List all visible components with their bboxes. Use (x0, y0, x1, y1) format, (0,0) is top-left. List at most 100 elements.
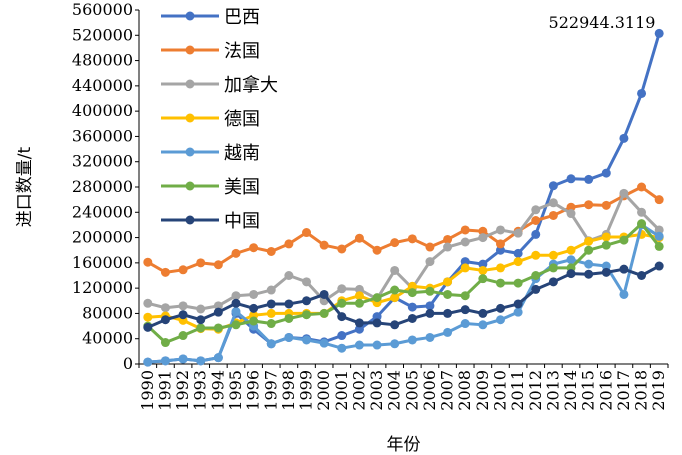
data-point (513, 299, 523, 309)
data-point (354, 318, 364, 328)
max-value-annotation: 522944.3119 (549, 13, 656, 32)
data-point (196, 258, 206, 268)
data-point (460, 291, 470, 301)
legend-item: 巴西 (161, 7, 260, 28)
data-point (390, 285, 400, 295)
data-point (302, 228, 312, 238)
data-point (337, 331, 347, 341)
data-point (284, 332, 294, 342)
data-point (178, 354, 188, 364)
x-tick-label: 1996 (244, 370, 263, 411)
data-point (495, 263, 505, 273)
y-tick-label: 440000 (72, 76, 133, 95)
data-point (619, 188, 629, 198)
data-point (143, 357, 153, 367)
y-tick-label: 40000 (82, 329, 133, 348)
data-point (460, 225, 470, 235)
data-point (425, 242, 435, 252)
x-tick-label: 2011 (508, 370, 527, 411)
data-point (390, 320, 400, 330)
data-point (407, 281, 417, 291)
data-point (196, 304, 206, 314)
data-point (266, 246, 276, 256)
data-point (513, 278, 523, 288)
data-point (407, 302, 417, 312)
y-tick-label: 400000 (72, 101, 133, 120)
data-point (249, 243, 259, 253)
data-point (337, 298, 347, 308)
data-point (160, 356, 170, 366)
data-point (425, 308, 435, 318)
x-tick-label: 2000 (314, 370, 333, 411)
data-point (637, 207, 647, 217)
data-point (143, 312, 153, 322)
data-point (302, 277, 312, 287)
series-line (147, 232, 660, 331)
x-tick-label: 1994 (208, 370, 227, 411)
data-point (231, 248, 241, 258)
data-point (443, 289, 453, 299)
y-tick-label: 560000 (72, 0, 133, 19)
data-point (160, 303, 170, 313)
data-point (619, 235, 629, 245)
data-point (143, 298, 153, 308)
legend-label: 加拿大 (224, 74, 278, 96)
data-point (566, 255, 576, 265)
data-point (178, 331, 188, 341)
y-tick-label: 200000 (72, 228, 133, 247)
data-point (372, 312, 382, 322)
data-point (390, 293, 400, 303)
x-tick-label: 1990 (138, 370, 157, 411)
data-point (601, 168, 611, 178)
data-point (601, 240, 611, 250)
legend-label: 德国 (224, 109, 260, 130)
data-point (266, 285, 276, 295)
data-point (443, 308, 453, 318)
data-point (390, 238, 400, 248)
data-point (231, 307, 241, 317)
legend-swatch-marker (185, 181, 195, 191)
data-point (213, 323, 223, 333)
x-tick-label: 2015 (579, 370, 598, 411)
data-point (284, 271, 294, 280)
data-point (601, 232, 611, 242)
data-point (354, 284, 364, 294)
x-tick-labels: 1990199119921993199419951996199719981999… (138, 364, 669, 411)
data-point (372, 340, 382, 350)
legend-label: 巴西 (224, 7, 260, 28)
data-point (196, 323, 206, 333)
data-point (319, 240, 329, 250)
data-point (372, 293, 382, 303)
x-tick-label: 2016 (596, 370, 615, 411)
data-point (637, 219, 647, 229)
data-point (495, 225, 505, 235)
data-point (284, 239, 294, 249)
legend-item: 中国 (161, 211, 260, 232)
data-point (584, 174, 594, 184)
data-point (513, 257, 523, 267)
data-point (460, 305, 470, 315)
data-point (601, 200, 611, 210)
data-point (407, 313, 417, 323)
data-point (302, 310, 312, 320)
data-point (337, 284, 347, 294)
x-axis-title: 年份 (387, 435, 421, 455)
legend-item: 加拿大 (161, 74, 278, 96)
data-point (213, 307, 223, 317)
data-point (478, 226, 488, 236)
data-point (249, 289, 259, 299)
data-point (495, 245, 505, 255)
data-point (478, 308, 488, 318)
data-point (478, 233, 488, 243)
x-tick-label: 2001 (332, 370, 351, 411)
data-point (143, 322, 153, 332)
x-tick-label: 2009 (473, 370, 492, 411)
y-tick-label: 360000 (72, 126, 133, 145)
legend-swatch-marker (185, 11, 195, 21)
data-point (284, 313, 294, 323)
data-point (531, 271, 541, 280)
data-point (566, 209, 576, 219)
x-tick-label: 2012 (526, 370, 545, 411)
x-tick-label: 2005 (402, 370, 421, 411)
